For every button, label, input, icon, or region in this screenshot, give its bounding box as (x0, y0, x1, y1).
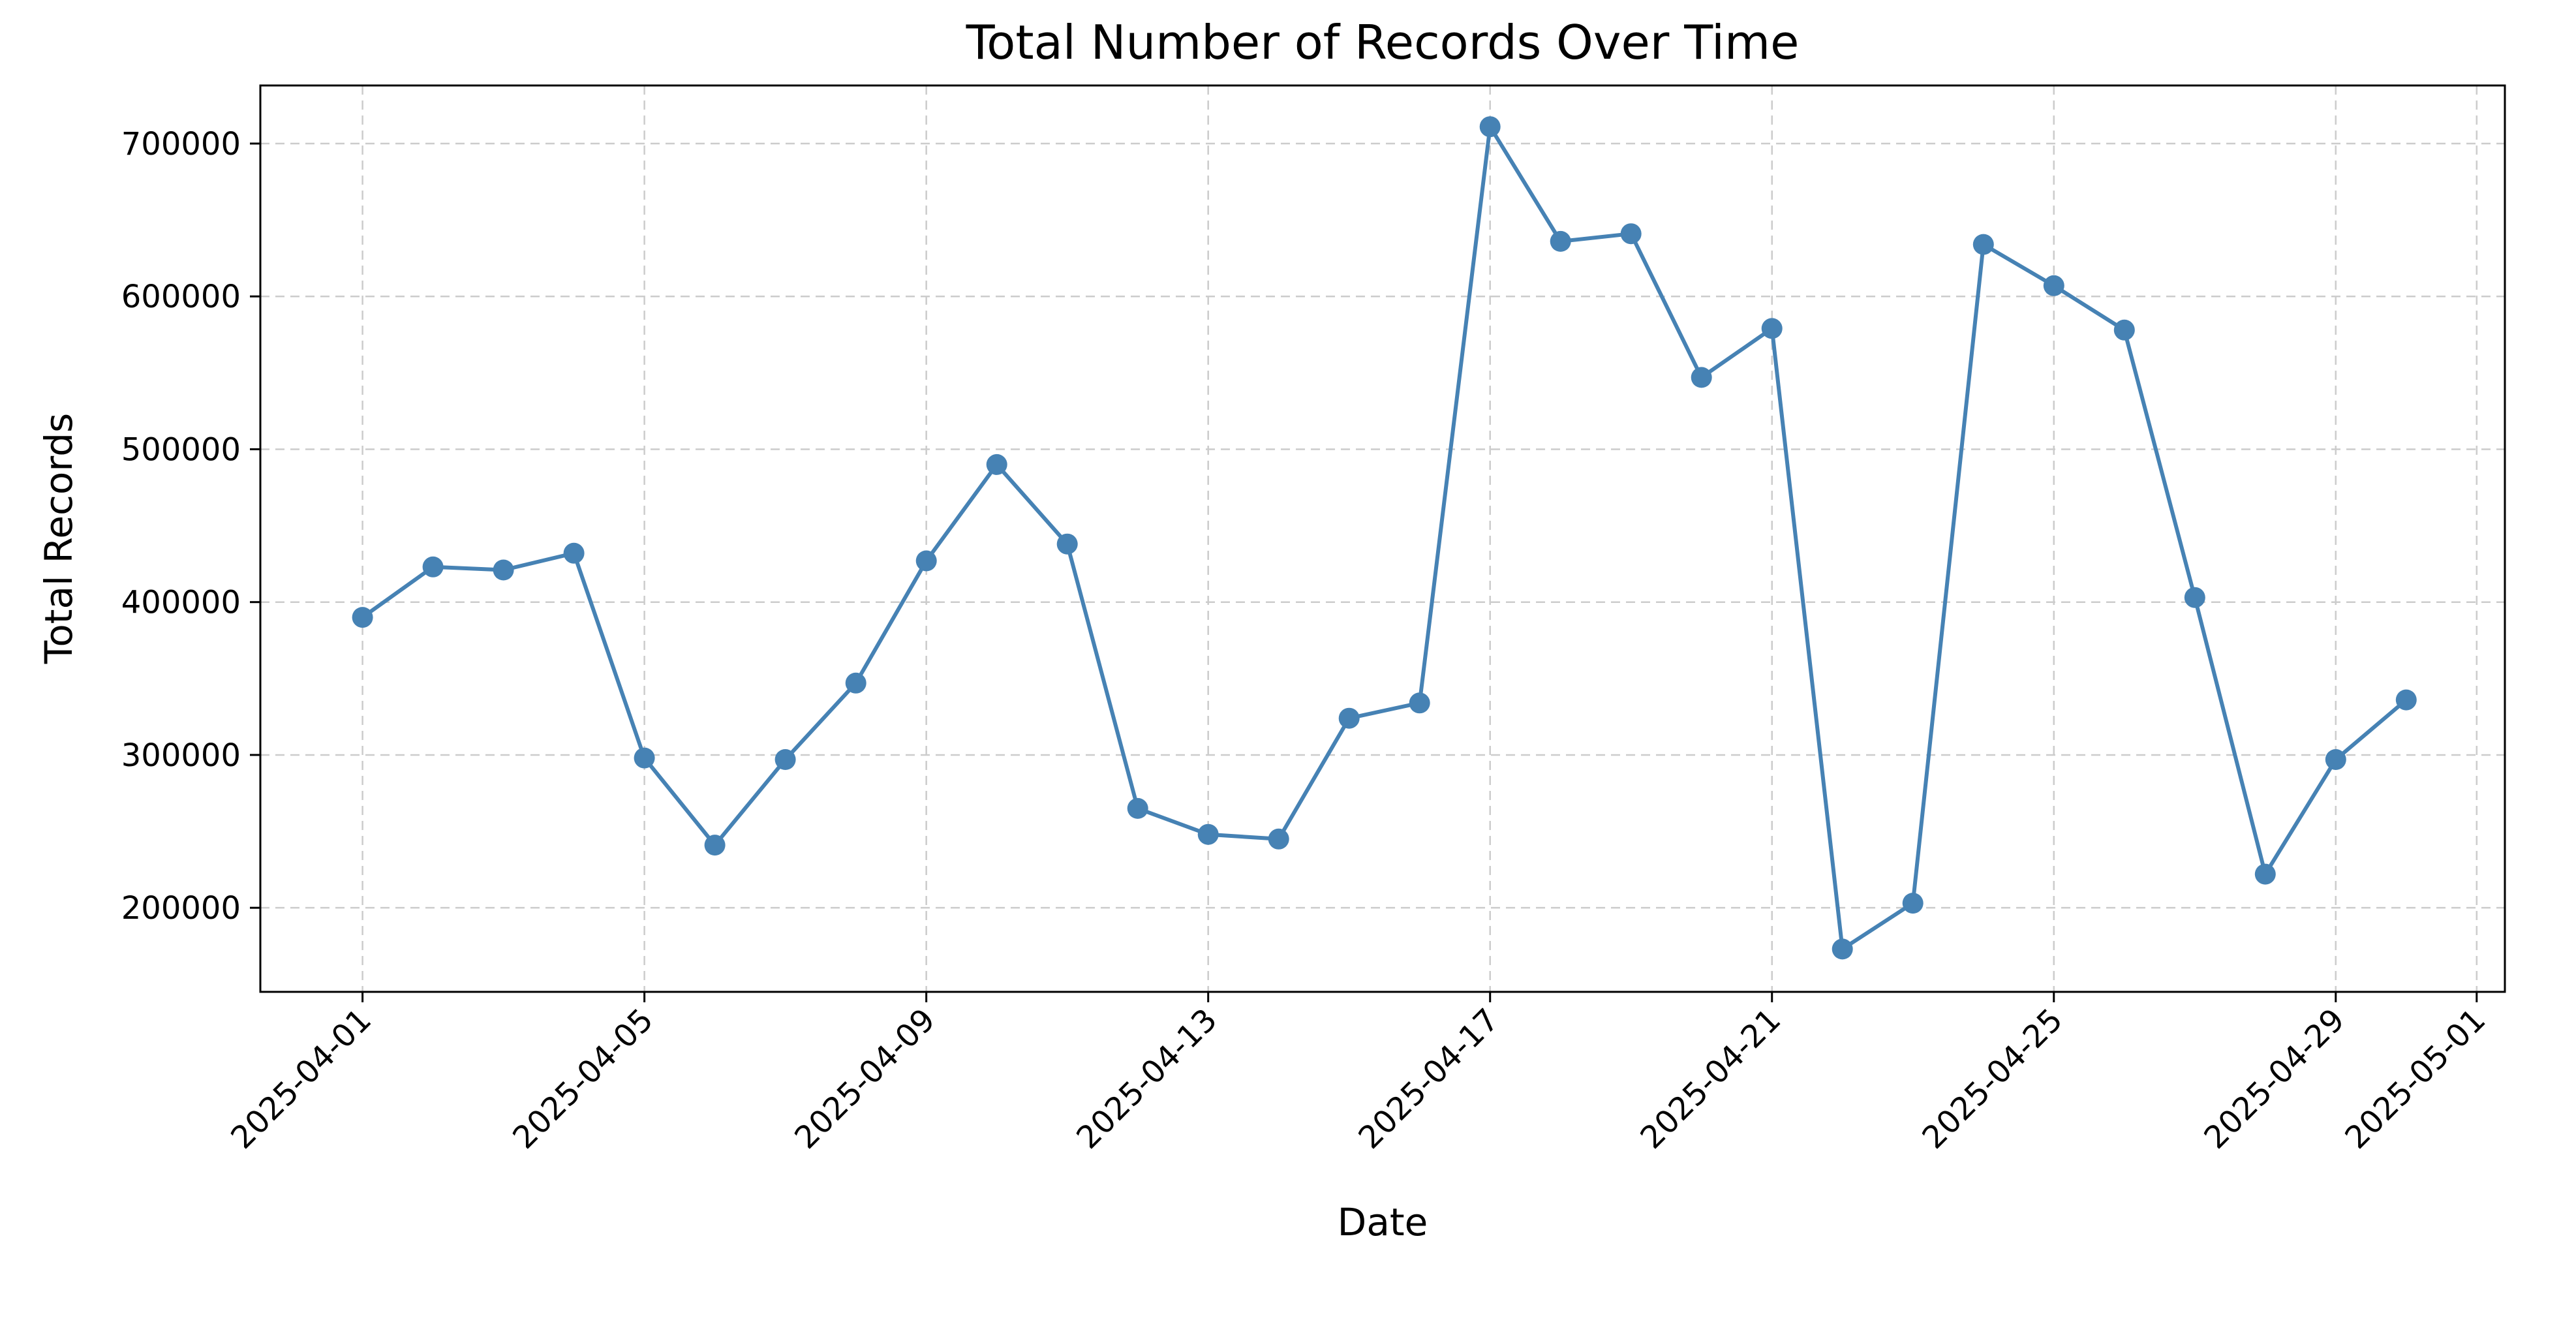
data-point (634, 747, 655, 769)
data-point (1479, 116, 1501, 138)
grid-lines (260, 85, 2505, 992)
data-point (563, 542, 585, 564)
data-point (2325, 749, 2346, 770)
data-point (774, 749, 796, 770)
data-point (2395, 689, 2417, 711)
data-point (986, 454, 1007, 475)
series-line (361, 125, 2408, 951)
data-point (2043, 275, 2064, 296)
y-tick-label: 400000 (121, 585, 241, 621)
data-point (1832, 938, 1853, 960)
data-point (493, 559, 514, 581)
y-tick-label: 300000 (121, 737, 241, 774)
y-axis: 200000 300000 400000 500000 600000 700000 (121, 126, 260, 927)
data-point (915, 550, 937, 572)
data-point (1338, 707, 1360, 729)
data-point (1902, 893, 1924, 914)
data-point (845, 672, 866, 694)
data-point (1409, 692, 1430, 714)
data-point (1620, 223, 1642, 245)
data-point (1127, 797, 1148, 819)
data-point (1268, 828, 1289, 850)
data-point (1056, 533, 1078, 555)
data-point (1761, 318, 1783, 339)
x-axis-label: Date (1338, 1200, 1428, 1244)
y-tick-label: 600000 (121, 279, 241, 315)
data-point (2113, 319, 2135, 341)
series-layer (352, 116, 2417, 960)
data-point (352, 607, 373, 628)
plot-frame (259, 84, 2506, 993)
data-point (1197, 823, 1219, 845)
y-tick-label: 200000 (121, 890, 241, 927)
data-point (2184, 587, 2205, 608)
data-point (704, 835, 726, 856)
data-point (2254, 863, 2276, 885)
data-point (1972, 234, 1994, 255)
data-point (1550, 230, 1571, 252)
y-tick-label: 500000 (121, 431, 241, 468)
y-tick-label: 700000 (121, 126, 241, 162)
data-point (1691, 367, 1712, 388)
y-axis-label: Total Records (37, 413, 81, 665)
chart-title: Total Number of Records Over Time (966, 15, 1800, 70)
data-point (422, 556, 444, 577)
